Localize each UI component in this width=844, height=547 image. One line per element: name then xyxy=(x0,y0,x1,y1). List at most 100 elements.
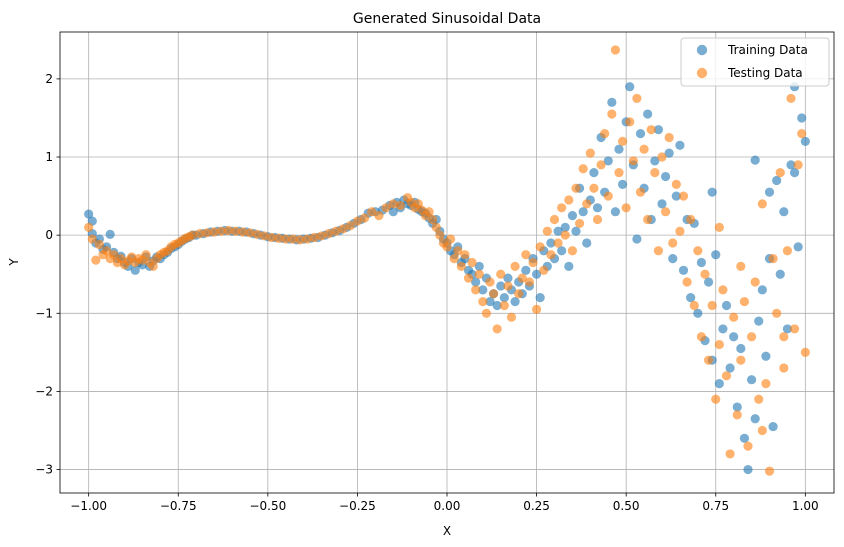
y-tick-label: 0 xyxy=(45,228,53,242)
data-point xyxy=(718,324,728,334)
data-point xyxy=(761,351,771,361)
data-point xyxy=(693,308,703,318)
data-point xyxy=(549,214,560,225)
data-point xyxy=(571,183,581,193)
data-point xyxy=(442,242,452,252)
data-point xyxy=(567,211,578,221)
data-points xyxy=(84,45,810,476)
data-point xyxy=(625,117,635,127)
data-point xyxy=(521,265,531,275)
y-tick-label: 1 xyxy=(45,150,53,164)
data-point xyxy=(793,160,803,170)
data-point xyxy=(531,304,542,314)
data-point xyxy=(589,183,599,193)
data-point xyxy=(657,152,667,162)
data-point xyxy=(786,93,796,104)
data-point xyxy=(696,257,707,268)
data-point xyxy=(757,199,767,209)
data-point xyxy=(517,273,527,283)
data-point xyxy=(481,308,492,318)
data-point xyxy=(345,221,355,231)
data-point xyxy=(689,300,699,311)
data-point xyxy=(492,300,502,311)
data-point xyxy=(711,250,721,260)
data-point xyxy=(87,234,97,244)
legend-label-training: Training Data xyxy=(727,43,808,57)
data-point xyxy=(725,449,735,459)
data-point xyxy=(105,229,115,239)
data-point xyxy=(768,421,778,432)
data-point xyxy=(711,394,721,404)
data-point xyxy=(582,199,592,209)
data-point xyxy=(772,308,782,318)
data-point xyxy=(453,246,463,256)
data-point xyxy=(492,324,502,334)
data-point xyxy=(746,332,757,342)
data-point xyxy=(560,230,570,240)
data-point xyxy=(564,195,574,205)
data-point xyxy=(721,300,732,311)
chart-title: Generated Sinusoidal Data xyxy=(353,11,541,27)
grid xyxy=(60,32,834,493)
data-point xyxy=(230,226,241,236)
data-point xyxy=(488,289,499,299)
data-point xyxy=(650,168,660,178)
x-tick-label: −0.50 xyxy=(249,499,286,513)
data-point xyxy=(678,191,689,201)
data-point xyxy=(607,109,617,119)
data-point xyxy=(478,285,488,295)
data-point xyxy=(789,168,800,178)
y-tick-label: −3 xyxy=(35,463,53,477)
data-point xyxy=(643,109,653,119)
data-point xyxy=(148,261,158,272)
data-point xyxy=(610,207,621,217)
data-point xyxy=(338,224,348,234)
data-point xyxy=(736,343,746,354)
data-point xyxy=(746,375,757,385)
data-point xyxy=(782,324,793,334)
data-point xyxy=(761,379,771,389)
data-point xyxy=(600,128,610,139)
data-point xyxy=(367,207,377,217)
x-tick-label: 0.25 xyxy=(523,499,550,513)
data-point xyxy=(474,261,484,272)
x-tick-label: −1.00 xyxy=(70,499,107,513)
data-point xyxy=(499,300,509,311)
data-point xyxy=(202,228,212,238)
data-point xyxy=(101,246,112,256)
data-point xyxy=(775,168,785,178)
data-point xyxy=(388,207,398,217)
data-point xyxy=(259,231,269,241)
data-point xyxy=(84,209,94,219)
data-point xyxy=(463,273,474,283)
data-point xyxy=(266,232,277,243)
data-point xyxy=(725,363,735,373)
data-point xyxy=(779,207,789,217)
data-point xyxy=(578,207,588,217)
data-point xyxy=(467,257,477,268)
data-point xyxy=(632,93,642,104)
data-point xyxy=(739,433,750,443)
data-point xyxy=(754,394,764,404)
data-point xyxy=(130,265,140,275)
data-point xyxy=(660,207,671,217)
data-point xyxy=(187,230,198,240)
data-point xyxy=(686,293,696,303)
data-point xyxy=(485,277,495,287)
y-tick-label: −2 xyxy=(35,384,53,398)
data-point xyxy=(496,269,506,279)
data-point xyxy=(223,225,234,236)
data-point xyxy=(449,253,459,264)
data-point xyxy=(668,238,678,248)
data-point xyxy=(359,213,370,223)
data-point xyxy=(524,277,535,287)
data-point xyxy=(195,228,205,239)
x-tick-label: 0.50 xyxy=(613,499,640,513)
data-point xyxy=(567,246,578,256)
data-point xyxy=(800,347,810,357)
data-point xyxy=(743,464,753,475)
data-point xyxy=(617,136,628,146)
data-point xyxy=(639,144,649,154)
data-point xyxy=(91,255,101,265)
data-point xyxy=(732,402,742,412)
